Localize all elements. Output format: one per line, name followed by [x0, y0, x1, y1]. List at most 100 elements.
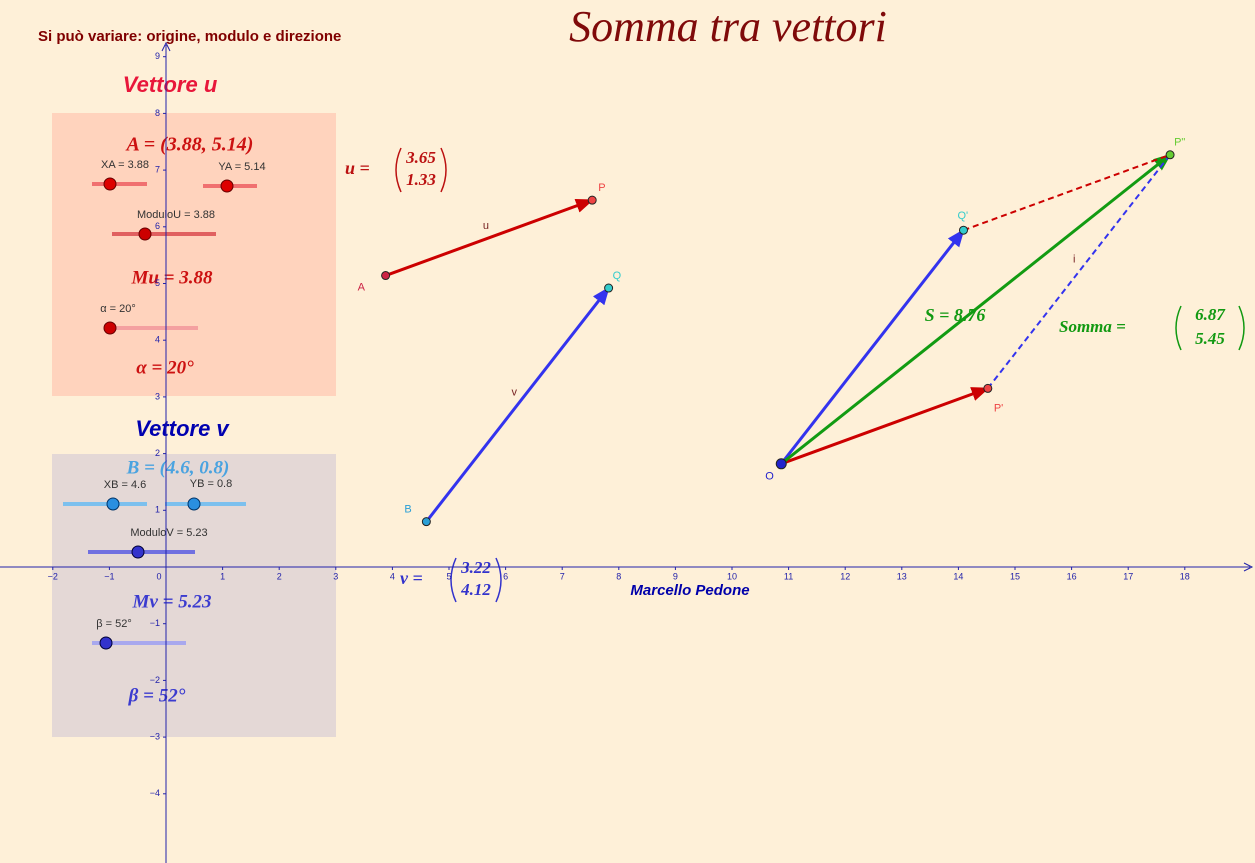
angle-v: β = 52°	[128, 685, 186, 706]
point	[604, 283, 614, 293]
slider-knob[interactable]	[187, 497, 201, 511]
angle-u: α = 20°	[136, 357, 194, 378]
x-axis-arrow	[1243, 562, 1254, 572]
x-tick-label: 12	[840, 571, 850, 581]
sum-label: Somma =	[1059, 317, 1126, 336]
vector-v-label: v =	[400, 568, 423, 588]
point-label: P"	[1174, 137, 1185, 149]
y-tick-label: 1	[155, 505, 160, 515]
vector-label: u	[483, 220, 489, 232]
vector	[385, 198, 594, 277]
point	[983, 383, 993, 393]
x-tick-label: 8	[616, 571, 621, 581]
heading-u: Vettore u	[123, 72, 218, 97]
x-tick-label: 6	[503, 571, 508, 581]
y-axis-arrow	[161, 41, 171, 52]
slider-label: XB = 4.6	[104, 479, 147, 491]
x-tick-label: −2	[48, 571, 58, 581]
point-label: P'	[994, 402, 1003, 414]
y-tick-label: −1	[150, 618, 160, 628]
slider-knob[interactable]	[103, 321, 117, 335]
point-label: P	[598, 182, 605, 194]
sum-component: 5.45	[1195, 329, 1225, 348]
point-label: O	[765, 471, 774, 483]
point	[1165, 150, 1175, 160]
x-tick-label: 14	[953, 571, 963, 581]
paren	[450, 557, 457, 603]
x-tick-label: 3	[333, 571, 338, 581]
y-tick-label: 4	[155, 335, 160, 345]
paren	[1238, 305, 1245, 351]
note: Si può variare: origine, modulo e direzi…	[38, 28, 341, 45]
panel-u-box	[52, 113, 336, 396]
slider-knob[interactable]	[103, 177, 117, 191]
title: Somma tra vettori	[569, 2, 887, 51]
point	[587, 195, 597, 205]
sliders-u: XA = 3.88 YA = 5.14 ModuloU = 3.88 α = 2…	[92, 159, 266, 335]
vector-label: v	[511, 387, 517, 399]
slider-label: YB = 0.8	[190, 478, 233, 490]
x-tick-label: 16	[1067, 571, 1077, 581]
vector-u-component: 1.33	[406, 170, 436, 189]
slider-label: XA = 3.88	[101, 159, 149, 171]
slider-label: ModuloU = 3.88	[137, 209, 215, 221]
slider-label: YA = 5.14	[218, 161, 265, 173]
author: Marcello Pedone	[630, 582, 749, 599]
x-tick-label: 11	[784, 571, 793, 581]
slider-label: α = 20°	[100, 303, 136, 315]
x-tick-label: 9	[673, 571, 678, 581]
x-tick-label: 4	[390, 571, 395, 581]
y-tick-label: 9	[155, 51, 160, 61]
sum-length: S = 8.76	[925, 305, 986, 325]
x-tick-label: 13	[897, 571, 907, 581]
slider-knob[interactable]	[99, 636, 113, 650]
slider-label: ModuloV = 5.23	[130, 527, 207, 539]
slider-knob[interactable]	[131, 545, 145, 559]
y-tick-label: 6	[155, 221, 160, 231]
x-tick-label: −1	[104, 571, 114, 581]
slider-knob[interactable]	[138, 227, 152, 241]
vector	[963, 153, 1171, 232]
vector	[780, 386, 990, 466]
point-label: Q'	[957, 210, 968, 222]
point-label: A	[358, 281, 366, 293]
modulus-u: Mu = 3.88	[130, 267, 213, 288]
vector	[425, 286, 610, 523]
y-tick-label: 2	[155, 448, 160, 458]
heading-v: Vettore v	[135, 416, 230, 441]
y-tick-label: −3	[150, 731, 160, 741]
x-tick-label: 0	[156, 571, 161, 581]
x-tick-label: 10	[727, 571, 737, 581]
x-tick-label: 17	[1123, 571, 1133, 581]
point-label: B	[404, 504, 411, 516]
vector-v-component: 4.12	[460, 580, 491, 599]
vector-u-label: u =	[345, 158, 370, 178]
paren	[395, 147, 402, 193]
y-tick-label: −4	[150, 788, 160, 798]
paren	[495, 557, 502, 603]
y-tick-label: 8	[155, 108, 160, 118]
paren	[1175, 305, 1182, 351]
y-tick-label: 7	[155, 164, 160, 174]
sum-component: 6.87	[1195, 305, 1226, 324]
x-tick-label: 18	[1180, 571, 1190, 581]
slider-knob[interactable]	[220, 179, 234, 193]
vector	[780, 228, 965, 465]
origin-v: B = (4.6, 0.8)	[126, 457, 230, 478]
y-tick-label: 5	[155, 278, 160, 288]
x-tick-label: 15	[1010, 571, 1020, 581]
vector-u-component: 3.65	[405, 148, 436, 167]
slider-knob[interactable]	[106, 497, 120, 511]
sliders-v: XB = 4.6 YB = 0.8 ModuloV = 5.23 β = 52°	[63, 478, 246, 650]
vector	[780, 153, 1172, 465]
origin-u: A = (3.88, 5.14)	[125, 134, 254, 156]
point	[958, 225, 968, 235]
modulus-v: Mv = 5.23	[132, 591, 212, 612]
x-tick-label: 2	[277, 571, 282, 581]
point-label: Q	[613, 270, 622, 282]
x-tick-label: 5	[446, 571, 451, 581]
slider-label: β = 52°	[96, 618, 132, 630]
